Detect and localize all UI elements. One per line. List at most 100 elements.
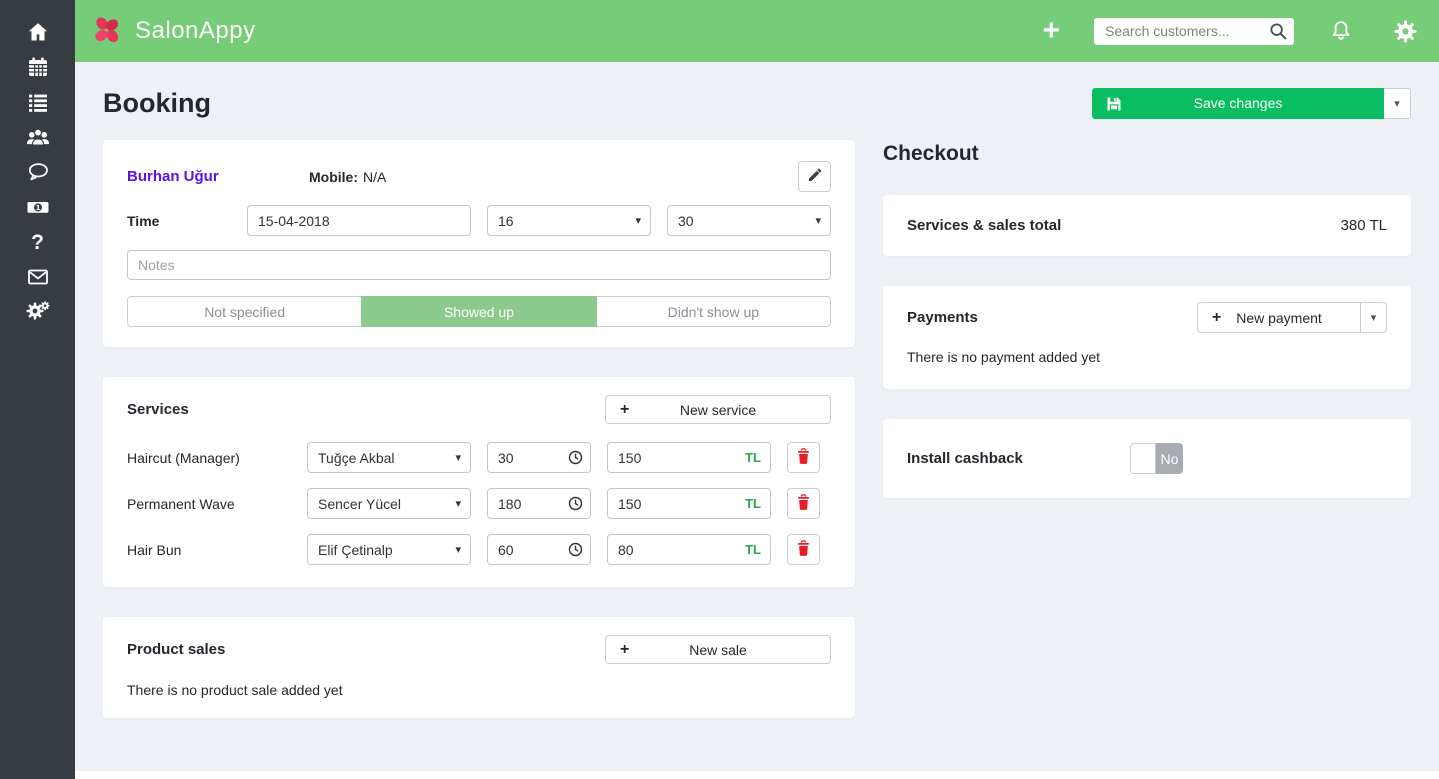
sidebar-item-calendar[interactable] bbox=[18, 55, 58, 79]
sidebar-item-settings[interactable] bbox=[18, 300, 58, 324]
sidebar-item-home[interactable] bbox=[18, 20, 58, 44]
delete-service-button[interactable] bbox=[787, 442, 820, 473]
booking-card: Burhan Uğur Mobile: N/A Time 16 ▾ bbox=[103, 140, 855, 347]
new-service-button[interactable]: + New service bbox=[605, 395, 831, 424]
checkout-title: Checkout bbox=[883, 142, 979, 165]
question-icon: ? bbox=[31, 230, 44, 254]
status-not-specified-button[interactable]: Not specified bbox=[127, 296, 363, 327]
price-input[interactable] bbox=[607, 488, 771, 519]
caret-down-icon: ▾ bbox=[455, 544, 461, 556]
page-title: Booking bbox=[103, 87, 211, 118]
trash-icon bbox=[796, 540, 811, 559]
product-sales-title: Product sales bbox=[127, 641, 226, 658]
total-card: Services & sales total 380 TL bbox=[883, 195, 1411, 256]
payments-empty-message: There is no payment added yet bbox=[907, 349, 1101, 365]
hour-value: 16 bbox=[498, 212, 514, 229]
duration-field bbox=[487, 534, 591, 565]
trash-icon bbox=[796, 448, 811, 467]
sidebar-item-customers[interactable] bbox=[18, 125, 58, 149]
new-payment-label: New payment bbox=[1236, 309, 1322, 326]
quick-add-button[interactable]: + bbox=[1042, 14, 1060, 47]
payments-title: Payments bbox=[907, 309, 978, 326]
duration-input[interactable] bbox=[487, 534, 591, 565]
notes-input[interactable] bbox=[127, 250, 831, 280]
payment-options-button[interactable]: ▾ bbox=[1360, 302, 1387, 333]
currency-label: TL bbox=[745, 496, 761, 511]
save-split-button: Save changes ▾ bbox=[1092, 87, 1411, 119]
toggle-state-label: No bbox=[1156, 443, 1183, 474]
staff-value: Elif Çetinalp bbox=[318, 541, 393, 558]
price-input[interactable] bbox=[607, 534, 771, 565]
hour-select[interactable]: 16 ▾ bbox=[487, 205, 651, 236]
new-service-label: New service bbox=[679, 401, 757, 418]
service-name: Hair Bun bbox=[127, 541, 182, 558]
staff-select[interactable]: Elif Çetinalp ▾ bbox=[307, 534, 471, 565]
customers-icon bbox=[25, 125, 51, 149]
caret-down-icon: ▾ bbox=[1370, 312, 1377, 324]
staff-select[interactable]: Sencer Yücel ▾ bbox=[307, 488, 471, 519]
service-row: Permanent Wave Sencer Yücel ▾ TL bbox=[127, 488, 831, 519]
price-input[interactable] bbox=[607, 442, 771, 473]
page-content: Booking Save changes ▾ Burhan Uğur Mobil… bbox=[75, 62, 1439, 771]
sidebar-item-help[interactable]: ? bbox=[18, 230, 58, 254]
caret-down-icon: ▾ bbox=[635, 215, 641, 227]
gears-icon bbox=[25, 299, 51, 325]
duration-input[interactable] bbox=[487, 488, 591, 519]
currency-label: TL bbox=[745, 542, 761, 557]
minute-select[interactable]: 30 ▾ bbox=[667, 205, 831, 236]
sidebar: 1 ? bbox=[0, 0, 75, 779]
duration-input[interactable] bbox=[487, 442, 591, 473]
sidebar-item-mail[interactable] bbox=[18, 265, 58, 289]
save-options-button[interactable]: ▾ bbox=[1384, 87, 1411, 119]
edit-booking-button[interactable] bbox=[798, 161, 831, 192]
notifications-button[interactable] bbox=[1328, 18, 1354, 44]
plus-icon: + bbox=[1212, 308, 1222, 326]
new-payment-button[interactable]: + New payment bbox=[1197, 302, 1361, 333]
total-label: Services & sales total bbox=[907, 217, 1062, 234]
price-field: TL bbox=[607, 534, 771, 565]
calendar-icon bbox=[26, 55, 50, 79]
services-title: Services bbox=[127, 401, 189, 418]
service-row: Haircut (Manager) Tuğçe Akbal ▾ TL bbox=[127, 442, 831, 473]
mobile-value: N/A bbox=[363, 168, 387, 185]
staff-value: Tuğçe Akbal bbox=[318, 449, 395, 466]
chat-icon bbox=[26, 160, 50, 184]
save-button-label: Save changes bbox=[1193, 95, 1283, 111]
caret-down-icon: ▾ bbox=[455, 452, 461, 464]
product-sales-empty-message: There is no product sale added yet bbox=[127, 682, 343, 698]
payments-card: Payments + New payment ▾ There is no pay… bbox=[883, 286, 1411, 389]
delete-service-button[interactable] bbox=[787, 534, 820, 565]
sidebar-item-bookings-list[interactable] bbox=[18, 90, 58, 114]
cashback-toggle[interactable]: No bbox=[1130, 443, 1183, 474]
sidebar-item-payments[interactable]: 1 bbox=[18, 195, 58, 219]
date-input[interactable] bbox=[247, 205, 471, 236]
sidebar-item-messages[interactable] bbox=[18, 160, 58, 184]
settings-button[interactable] bbox=[1392, 18, 1419, 45]
mail-icon bbox=[26, 265, 50, 289]
save-button[interactable]: Save changes bbox=[1092, 87, 1384, 119]
customer-search bbox=[1094, 17, 1294, 45]
total-value: 380 TL bbox=[1340, 217, 1387, 234]
list-icon bbox=[26, 90, 50, 114]
new-sale-label: New sale bbox=[689, 641, 747, 658]
brand-name: SalonAppy bbox=[135, 17, 256, 44]
cashback-label: Install cashback bbox=[907, 450, 1023, 467]
topbar: SalonAppy + bbox=[75, 0, 1439, 62]
duration-field bbox=[487, 488, 591, 519]
staff-select[interactable]: Tuğçe Akbal ▾ bbox=[307, 442, 471, 473]
status-didnt-show-up-button[interactable]: Didn't show up bbox=[595, 296, 831, 327]
home-icon bbox=[26, 20, 50, 44]
new-sale-button[interactable]: + New sale bbox=[605, 635, 831, 664]
price-field: TL bbox=[607, 488, 771, 519]
delete-service-button[interactable] bbox=[787, 488, 820, 519]
brand[interactable]: SalonAppy bbox=[89, 12, 256, 51]
product-sales-card: Product sales + New sale There is no pro… bbox=[103, 617, 855, 718]
toggle-knob bbox=[1130, 443, 1156, 474]
customer-name-link[interactable]: Burhan Uğur bbox=[127, 168, 219, 185]
status-showed-up-button[interactable]: Showed up bbox=[361, 296, 597, 327]
service-name: Haircut (Manager) bbox=[127, 449, 240, 466]
trash-icon bbox=[796, 494, 811, 513]
duration-field bbox=[487, 442, 591, 473]
mobile-label: Mobile: bbox=[309, 168, 358, 185]
search-input[interactable] bbox=[1094, 17, 1294, 45]
